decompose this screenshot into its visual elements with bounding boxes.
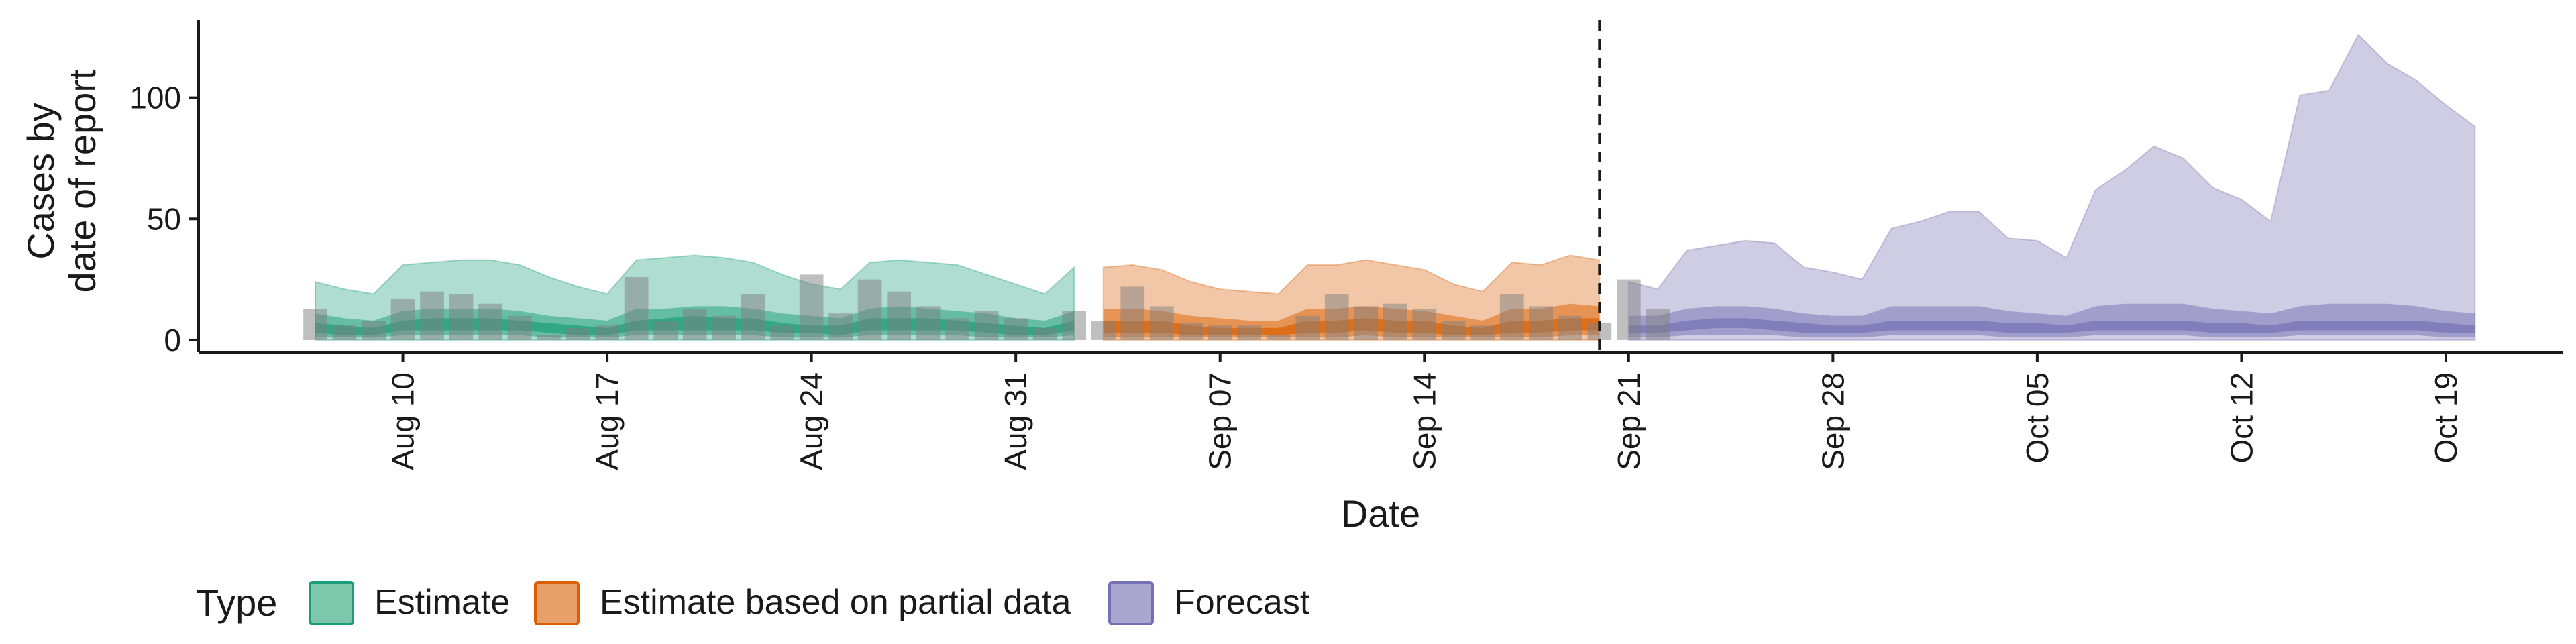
x-tick-label: Aug 24	[794, 372, 829, 470]
x-axis-title: Date	[1341, 492, 1420, 535]
legend-label-forecast: Forecast	[1174, 583, 1310, 622]
observed-bar	[1179, 323, 1203, 340]
legend-key-forecast	[1108, 581, 1154, 625]
observed-bar	[828, 313, 853, 340]
y-tick-label: 0	[164, 323, 181, 358]
observed-bar	[1324, 294, 1349, 340]
observed-bar	[1149, 306, 1174, 340]
observed-bar	[303, 309, 327, 340]
observed-bar	[1529, 306, 1554, 340]
y-tick-label: 100	[129, 80, 181, 115]
x-tick-label: Sep 14	[1407, 372, 1442, 470]
legend-key-estimate	[309, 581, 354, 625]
x-tick-label: Sep 07	[1203, 372, 1238, 470]
observed-bar	[1032, 327, 1057, 340]
observed-bar	[682, 309, 707, 340]
observed-bar	[1499, 294, 1524, 340]
observed-bar	[362, 321, 386, 340]
x-tick-label: Oct 12	[2224, 372, 2259, 464]
legend-title: Type	[196, 582, 277, 624]
y-axis-title-line-2: date of report	[61, 69, 103, 293]
observed-bar	[1208, 325, 1232, 340]
observed-bar	[390, 299, 415, 340]
observed-bar	[624, 277, 649, 340]
observed-bar	[653, 321, 678, 340]
x-tick-label: Aug 31	[998, 372, 1033, 470]
observed-bar	[595, 325, 619, 340]
observed-bar	[712, 315, 736, 340]
observed-bar	[1295, 315, 1320, 340]
observed-bar	[449, 294, 474, 340]
observed-bar	[1266, 335, 1291, 340]
observed-bar	[887, 291, 911, 340]
observed-bar	[1383, 303, 1407, 340]
observed-cases-bars	[303, 274, 1670, 340]
observed-bar	[566, 327, 590, 340]
legend-key-partial	[534, 581, 580, 625]
legend-label-partial: Estimate based on partial data	[600, 583, 1071, 622]
forecast-band-20	[1628, 318, 2475, 333]
observed-bar	[916, 306, 941, 340]
observed-bar	[974, 311, 999, 340]
observed-bar	[1470, 325, 1495, 340]
observed-bar	[1004, 318, 1028, 340]
x-tick-label: Sep 28	[1815, 372, 1850, 470]
observed-bar	[1354, 306, 1379, 340]
observed-bar	[1091, 321, 1116, 340]
observed-bar	[1617, 279, 1641, 340]
observed-bar	[420, 291, 444, 340]
observed-bar	[741, 294, 765, 340]
observed-bar	[1120, 286, 1145, 340]
credible-interval-bands	[315, 34, 2476, 341]
legend: Type Estimate Estimate based on partial …	[196, 581, 1310, 625]
axes: 0 50 100 Aug 10 Aug 17 Aug 24 Aug 31 Sep 07 Sep …	[129, 20, 2563, 470]
x-tick-label: Oct 19	[2428, 372, 2463, 464]
observed-bar	[770, 325, 794, 340]
observed-bar	[1237, 325, 1262, 340]
observed-bar	[332, 325, 357, 340]
x-tick-label: Oct 05	[2020, 372, 2055, 464]
observed-bar	[1412, 309, 1437, 340]
observed-bar	[1646, 309, 1670, 340]
observed-bar	[1062, 311, 1086, 340]
y-tick-label: 50	[147, 201, 181, 236]
x-tick-label: Sep 21	[1611, 372, 1646, 470]
observed-bar	[945, 318, 969, 340]
forecast-band-90	[1627, 34, 2476, 341]
observed-bar	[478, 303, 502, 340]
observed-bar	[1441, 321, 1466, 340]
legend-label-estimate: Estimate	[374, 583, 510, 622]
observed-bar	[799, 274, 824, 340]
observed-bar	[857, 279, 882, 340]
x-tick-label: Aug 17	[590, 372, 625, 470]
observed-bar	[537, 335, 561, 340]
x-tick-label: Aug 10	[386, 372, 421, 470]
observed-bar	[1558, 315, 1582, 340]
observed-bar	[507, 315, 532, 340]
y-axis-title-line-1: Cases by	[19, 103, 62, 259]
